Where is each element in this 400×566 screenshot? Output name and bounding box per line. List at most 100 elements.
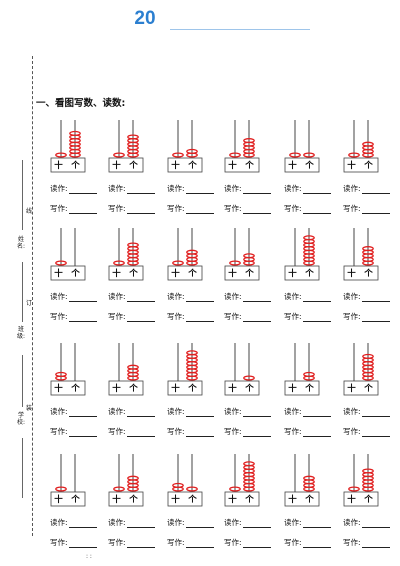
write-answer-blank[interactable] — [126, 313, 155, 322]
read-answer-row: 读作: — [167, 407, 227, 419]
read-answer-blank[interactable] — [68, 185, 97, 194]
write-answer-blank[interactable] — [361, 539, 390, 548]
binding-label-name: 姓名: — [17, 236, 26, 250]
read-answer-blank[interactable] — [68, 519, 97, 528]
read-answer-blank[interactable] — [185, 519, 214, 528]
write-answer-blank[interactable] — [361, 313, 390, 322]
write-answer-blank[interactable] — [361, 428, 390, 437]
binding-blank-name — [22, 160, 23, 230]
read-answer-blank[interactable] — [242, 185, 271, 194]
write-answer-blank[interactable] — [126, 428, 155, 437]
abacus-icon — [50, 120, 86, 173]
read-label: 读作: — [108, 518, 126, 527]
write-answer-blank[interactable] — [185, 428, 214, 437]
abacus-icon — [167, 120, 203, 173]
read-answer-blank[interactable] — [361, 408, 390, 417]
abacus-frame — [224, 491, 260, 507]
write-answer-blank[interactable] — [185, 539, 214, 548]
read-answer-blank[interactable] — [126, 293, 155, 302]
write-answer-blank[interactable] — [126, 205, 155, 214]
write-answer-blank[interactable] — [302, 205, 331, 214]
bead — [172, 482, 184, 488]
write-answer-blank[interactable] — [242, 428, 271, 437]
section-title: 一、看图写数、读数: — [36, 98, 126, 109]
write-answer-blank[interactable] — [302, 313, 331, 322]
read-answer-blank[interactable] — [242, 293, 271, 302]
place-value-labels: 十个 — [224, 269, 258, 279]
write-answer-blank[interactable] — [361, 205, 390, 214]
abacus-exercise: 十个读作: 写作: — [108, 116, 166, 221]
read-answer-blank[interactable] — [361, 185, 390, 194]
abacus-icon — [50, 343, 86, 396]
read-label: 读作: — [50, 292, 68, 301]
write-label: 写作: — [167, 204, 185, 213]
read-answer-row: 读作: — [108, 292, 168, 304]
abacus-exercise: 十个读作: 写作: — [50, 224, 108, 329]
abacus-exercise: 十个读作: 写作: — [224, 224, 282, 329]
read-answer-blank[interactable] — [242, 408, 271, 417]
write-label: 写作: — [224, 427, 242, 436]
read-answer-blank[interactable] — [302, 519, 331, 528]
read-answer-blank[interactable] — [242, 519, 271, 528]
read-answer-blank[interactable] — [361, 519, 390, 528]
tens-label: 十 — [228, 384, 237, 394]
abacus-frame — [224, 380, 260, 396]
read-label: 读作: — [108, 407, 126, 416]
binding-label-bind: 订 — [25, 300, 32, 307]
bead — [172, 152, 184, 158]
read-answer-row: 读作: — [224, 518, 284, 530]
abacus-frame — [50, 265, 86, 281]
abacus-exercise: 十个读作: 写作: — [224, 450, 282, 555]
header-rule — [170, 29, 310, 30]
abacus-exercise: 十个读作: 写作: — [108, 450, 166, 555]
write-answer-row: 写作: — [343, 427, 400, 439]
place-value-labels: 十个 — [343, 269, 377, 279]
tens-label: 十 — [54, 384, 63, 394]
read-answer-blank[interactable] — [302, 185, 331, 194]
write-answer-row: 写作: — [50, 538, 110, 550]
write-answer-blank[interactable] — [302, 428, 331, 437]
write-answer-blank[interactable] — [242, 313, 271, 322]
read-answer-blank[interactable] — [302, 408, 331, 417]
read-answer-blank[interactable] — [185, 293, 214, 302]
write-answer-blank[interactable] — [68, 539, 97, 548]
read-answer-blank[interactable] — [361, 293, 390, 302]
read-answer-blank[interactable] — [302, 293, 331, 302]
write-answer-blank[interactable] — [68, 428, 97, 437]
write-answer-blank[interactable] — [185, 313, 214, 322]
bead — [362, 468, 374, 474]
tens-label: 十 — [228, 161, 237, 171]
read-answer-blank[interactable] — [126, 185, 155, 194]
read-answer-row: 读作: — [284, 518, 344, 530]
read-answer-blank[interactable] — [185, 408, 214, 417]
write-answer-row: 写作: — [224, 204, 284, 216]
ones-label: 个 — [129, 269, 138, 279]
write-answer-blank[interactable] — [185, 205, 214, 214]
write-answer-blank[interactable] — [68, 205, 97, 214]
bead — [362, 246, 374, 252]
write-answer-blank[interactable] — [126, 539, 155, 548]
abacus-icon — [343, 120, 379, 173]
read-answer-blank[interactable] — [126, 408, 155, 417]
ones-label: 个 — [245, 495, 254, 505]
read-answer-blank[interactable] — [126, 519, 155, 528]
tens-label: 十 — [228, 495, 237, 505]
write-answer-blank[interactable] — [68, 313, 97, 322]
tens-label: 十 — [112, 495, 121, 505]
read-answer-blank[interactable] — [68, 293, 97, 302]
abacus-exercise: 十个读作: 写作: — [343, 224, 400, 329]
abacus-frame — [108, 491, 144, 507]
abacus-frame — [343, 491, 379, 507]
write-answer-blank[interactable] — [242, 539, 271, 548]
binding-label-class: 班级: — [17, 326, 26, 340]
read-answer-blank[interactable] — [68, 408, 97, 417]
read-answer-row: 读作: — [50, 407, 110, 419]
bead — [243, 375, 255, 381]
read-answer-blank[interactable] — [185, 185, 214, 194]
read-label: 读作: — [343, 518, 361, 527]
ones-label: 个 — [129, 384, 138, 394]
write-answer-blank[interactable] — [242, 205, 271, 214]
abacus-exercise: 十个读作: 写作: — [284, 450, 342, 555]
bead — [127, 134, 139, 140]
write-answer-blank[interactable] — [302, 539, 331, 548]
